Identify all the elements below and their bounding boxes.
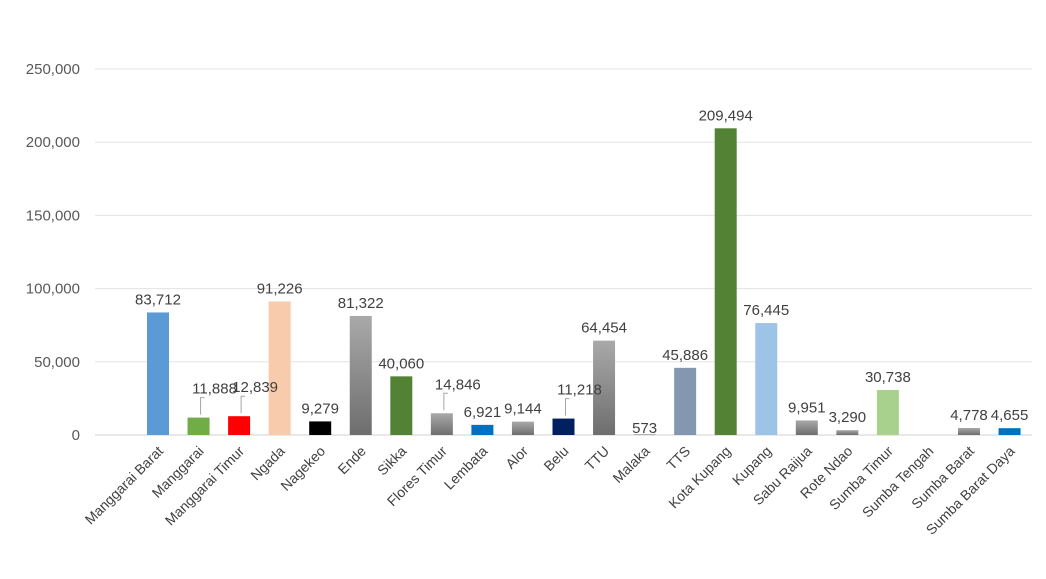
- x-tick-label: Lembata: [441, 443, 491, 493]
- y-tick-label: 50,000: [34, 354, 80, 371]
- data-label: 64,454: [581, 320, 627, 337]
- data-label: 9,279: [301, 400, 339, 417]
- x-tick-label: TTU: [582, 443, 613, 474]
- label-leader-lines: [200, 392, 570, 416]
- data-label: 209,494: [699, 107, 753, 124]
- y-axis: 0 50,000 100,000 150,000 200,000 250,000: [26, 61, 80, 444]
- data-label: 11,888: [192, 381, 237, 398]
- label-leader-line: [200, 397, 205, 415]
- y-tick-label: 0: [72, 427, 80, 444]
- bar: [268, 301, 291, 435]
- data-label: 45,886: [662, 347, 708, 364]
- bar: [836, 430, 859, 435]
- y-tick-label: 100,000: [26, 281, 80, 298]
- data-label: 4,778: [950, 407, 988, 424]
- y-tick-label: 200,000: [26, 134, 80, 151]
- bar: [228, 416, 251, 435]
- y-tick-label: 150,000: [26, 207, 80, 224]
- x-tick-label: Alor: [502, 443, 531, 472]
- data-label: 4,655: [991, 407, 1029, 424]
- data-label: 12,839: [232, 379, 278, 396]
- bar: [147, 312, 169, 435]
- data-label: 91,226: [257, 280, 303, 297]
- bar: [593, 340, 616, 435]
- bar: [349, 315, 372, 435]
- x-tick-label: Nagekeo: [277, 443, 328, 494]
- gridlines: [95, 68, 1032, 436]
- bar: [876, 389, 899, 435]
- bar: [958, 428, 980, 435]
- bar: [511, 421, 534, 435]
- label-leader-line: [240, 395, 246, 414]
- label-leader-line: [565, 398, 570, 416]
- bar: [998, 428, 1021, 435]
- data-label: 3,290: [829, 409, 867, 426]
- bar: [552, 418, 575, 435]
- data-label: 9,144: [504, 401, 542, 418]
- bar: [755, 323, 778, 435]
- bar: [390, 376, 413, 435]
- x-tick-label: Sikka: [374, 443, 410, 479]
- bar: [187, 417, 210, 435]
- x-tick-label: TTS: [663, 443, 693, 473]
- bar: [309, 421, 332, 435]
- bar: [795, 420, 818, 435]
- x-tick-label: Sumba Tengah: [859, 443, 937, 521]
- bar: [430, 413, 453, 435]
- data-label: 76,445: [743, 302, 789, 319]
- data-label: 30,738: [865, 369, 911, 386]
- data-label: 9,951: [788, 399, 826, 416]
- x-tick-label: Malaka: [609, 443, 652, 486]
- bar: [714, 128, 737, 435]
- y-tick-label: 250,000: [26, 61, 80, 78]
- bar: [674, 367, 697, 435]
- bars: [147, 128, 1021, 435]
- x-tick-label: Ende: [334, 443, 369, 478]
- label-leader-line: [443, 392, 448, 411]
- data-label: 81,322: [338, 295, 384, 312]
- data-label: 6,921: [464, 404, 502, 421]
- bar: [471, 424, 494, 435]
- data-label: 14,846: [435, 376, 481, 393]
- data-label: 40,060: [378, 355, 424, 372]
- data-label: 573: [632, 420, 657, 437]
- x-tick-label: Belu: [540, 443, 571, 474]
- data-label: 11,218: [557, 382, 602, 399]
- bar: [633, 434, 656, 435]
- data-label: 83,712: [135, 291, 181, 308]
